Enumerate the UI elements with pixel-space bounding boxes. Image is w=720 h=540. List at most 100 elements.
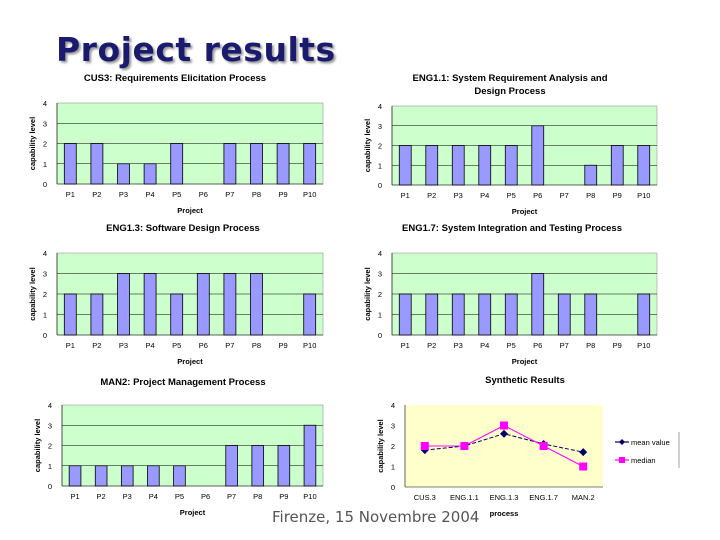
- bar: [504, 145, 518, 186]
- bar: [504, 293, 518, 336]
- y-tick-label: 3: [43, 119, 47, 128]
- bar: [277, 445, 291, 487]
- x-tick-label: P4: [149, 492, 158, 501]
- x-tick-label: P9: [279, 190, 288, 199]
- bar: [637, 293, 651, 336]
- legend-label: mean value: [631, 438, 670, 447]
- x-tick-label: ENG.1.1: [450, 493, 479, 502]
- y-tick-label: 4: [378, 102, 382, 111]
- x-tick-label: P1: [66, 341, 75, 350]
- bar: [143, 163, 157, 185]
- x-tick-label: P8: [253, 492, 262, 501]
- x-tick-label: P8: [252, 190, 261, 199]
- y-tick-label: 4: [43, 99, 47, 108]
- bar: [147, 465, 160, 487]
- x-tick-label: P2: [427, 191, 436, 200]
- bar: [451, 293, 465, 336]
- bar: [637, 145, 651, 186]
- x-tick-label: P3: [454, 191, 463, 200]
- bar: [303, 424, 317, 487]
- y-tick-label: 0: [391, 483, 395, 492]
- y-tick-label: 1: [43, 311, 47, 320]
- bar: [584, 293, 598, 336]
- y-tick-label: 3: [48, 421, 52, 430]
- x-tick-label: P9: [613, 191, 622, 200]
- x-tick-label: P10: [303, 341, 316, 350]
- y-tick-label: 3: [378, 122, 382, 131]
- chart-4: MAN2: Project Management Process 0 1 2 3 4 P1 P…: [33, 377, 324, 517]
- y-tick-label: 3: [391, 422, 395, 431]
- y-axis-label: capability level: [28, 267, 37, 320]
- chart-title: ENG1.3: Software Design Process: [106, 223, 260, 234]
- bar: [173, 465, 186, 487]
- x-tick-label: MAN.2: [572, 493, 595, 502]
- bar: [531, 125, 545, 186]
- x-tick-label: P5: [507, 341, 516, 350]
- bar: [63, 293, 77, 336]
- x-tick-label: CUS.3: [414, 493, 436, 502]
- bar: [94, 465, 108, 487]
- x-tick-label: P4: [480, 191, 489, 200]
- x-tick-label: P10: [303, 492, 316, 501]
- data-point: [500, 421, 508, 430]
- bar: [425, 145, 439, 186]
- bar: [250, 273, 263, 336]
- x-tick-label: P1: [401, 341, 410, 350]
- y-tick-label: 0: [43, 180, 47, 189]
- chart-title: MAN2: Project Management Process: [100, 377, 265, 388]
- x-tick-label: P7: [560, 191, 569, 200]
- x-tick-label: P7: [225, 190, 234, 199]
- data-point: [460, 442, 469, 450]
- y-tick-label: 0: [378, 331, 382, 340]
- y-tick-label: 2: [43, 290, 47, 299]
- chart-5: Synthetic Results 0 1 2 3 4 CUS.3 ENG.1.1 ENG.1.…: [376, 375, 680, 518]
- bar: [250, 143, 263, 185]
- bar: [170, 293, 184, 336]
- bar: [63, 143, 77, 185]
- x-tick-label: P3: [454, 341, 463, 350]
- x-tick-label: P5: [507, 191, 516, 200]
- bar: [120, 465, 134, 487]
- y-tick-label: 1: [48, 462, 52, 471]
- x-tick-label: P6: [201, 492, 210, 501]
- x-tick-label: P8: [586, 341, 595, 350]
- y-tick-label: 4: [378, 249, 382, 258]
- x-tick-label: P1: [401, 191, 410, 200]
- x-axis-label: Project: [180, 508, 206, 517]
- y-tick-label: 4: [391, 401, 395, 410]
- bar: [451, 145, 465, 186]
- x-tick-label: P6: [199, 341, 208, 350]
- x-tick-label: P9: [279, 341, 288, 350]
- slide-title: Project results: [56, 30, 336, 69]
- bar: [251, 445, 265, 487]
- x-axis-label: Project: [177, 357, 203, 366]
- x-tick-label: P9: [613, 341, 622, 350]
- x-tick-label: P4: [146, 341, 155, 350]
- x-tick-label: P9: [279, 492, 288, 501]
- y-axis-label: capability level: [376, 419, 385, 472]
- x-tick-label: P4: [480, 341, 489, 350]
- x-tick-label: P3: [123, 492, 132, 501]
- x-tick-label: P6: [533, 341, 542, 350]
- data-point: [539, 442, 548, 450]
- data-point: [420, 442, 429, 450]
- y-tick-label: 2: [378, 290, 382, 299]
- x-tick-label: P5: [172, 341, 181, 350]
- bar: [478, 293, 492, 336]
- x-tick-label: P10: [303, 190, 316, 199]
- bar: [303, 143, 317, 185]
- x-tick-label: P3: [119, 190, 128, 199]
- bar: [90, 293, 104, 336]
- y-tick-label: 2: [391, 442, 395, 451]
- x-tick-label: P4: [146, 190, 155, 199]
- x-tick-label: P1: [66, 190, 75, 199]
- x-tick-label: P6: [533, 191, 542, 200]
- x-tick-label: P2: [427, 341, 436, 350]
- x-tick-label: P6: [199, 190, 208, 199]
- bar: [223, 273, 237, 336]
- bar: [117, 273, 130, 336]
- x-tick-label: P3: [119, 341, 128, 350]
- chart-title: ENG1.7: System Integration and Testing P…: [402, 223, 622, 234]
- bar: [303, 293, 317, 336]
- y-tick-label: 2: [43, 140, 47, 149]
